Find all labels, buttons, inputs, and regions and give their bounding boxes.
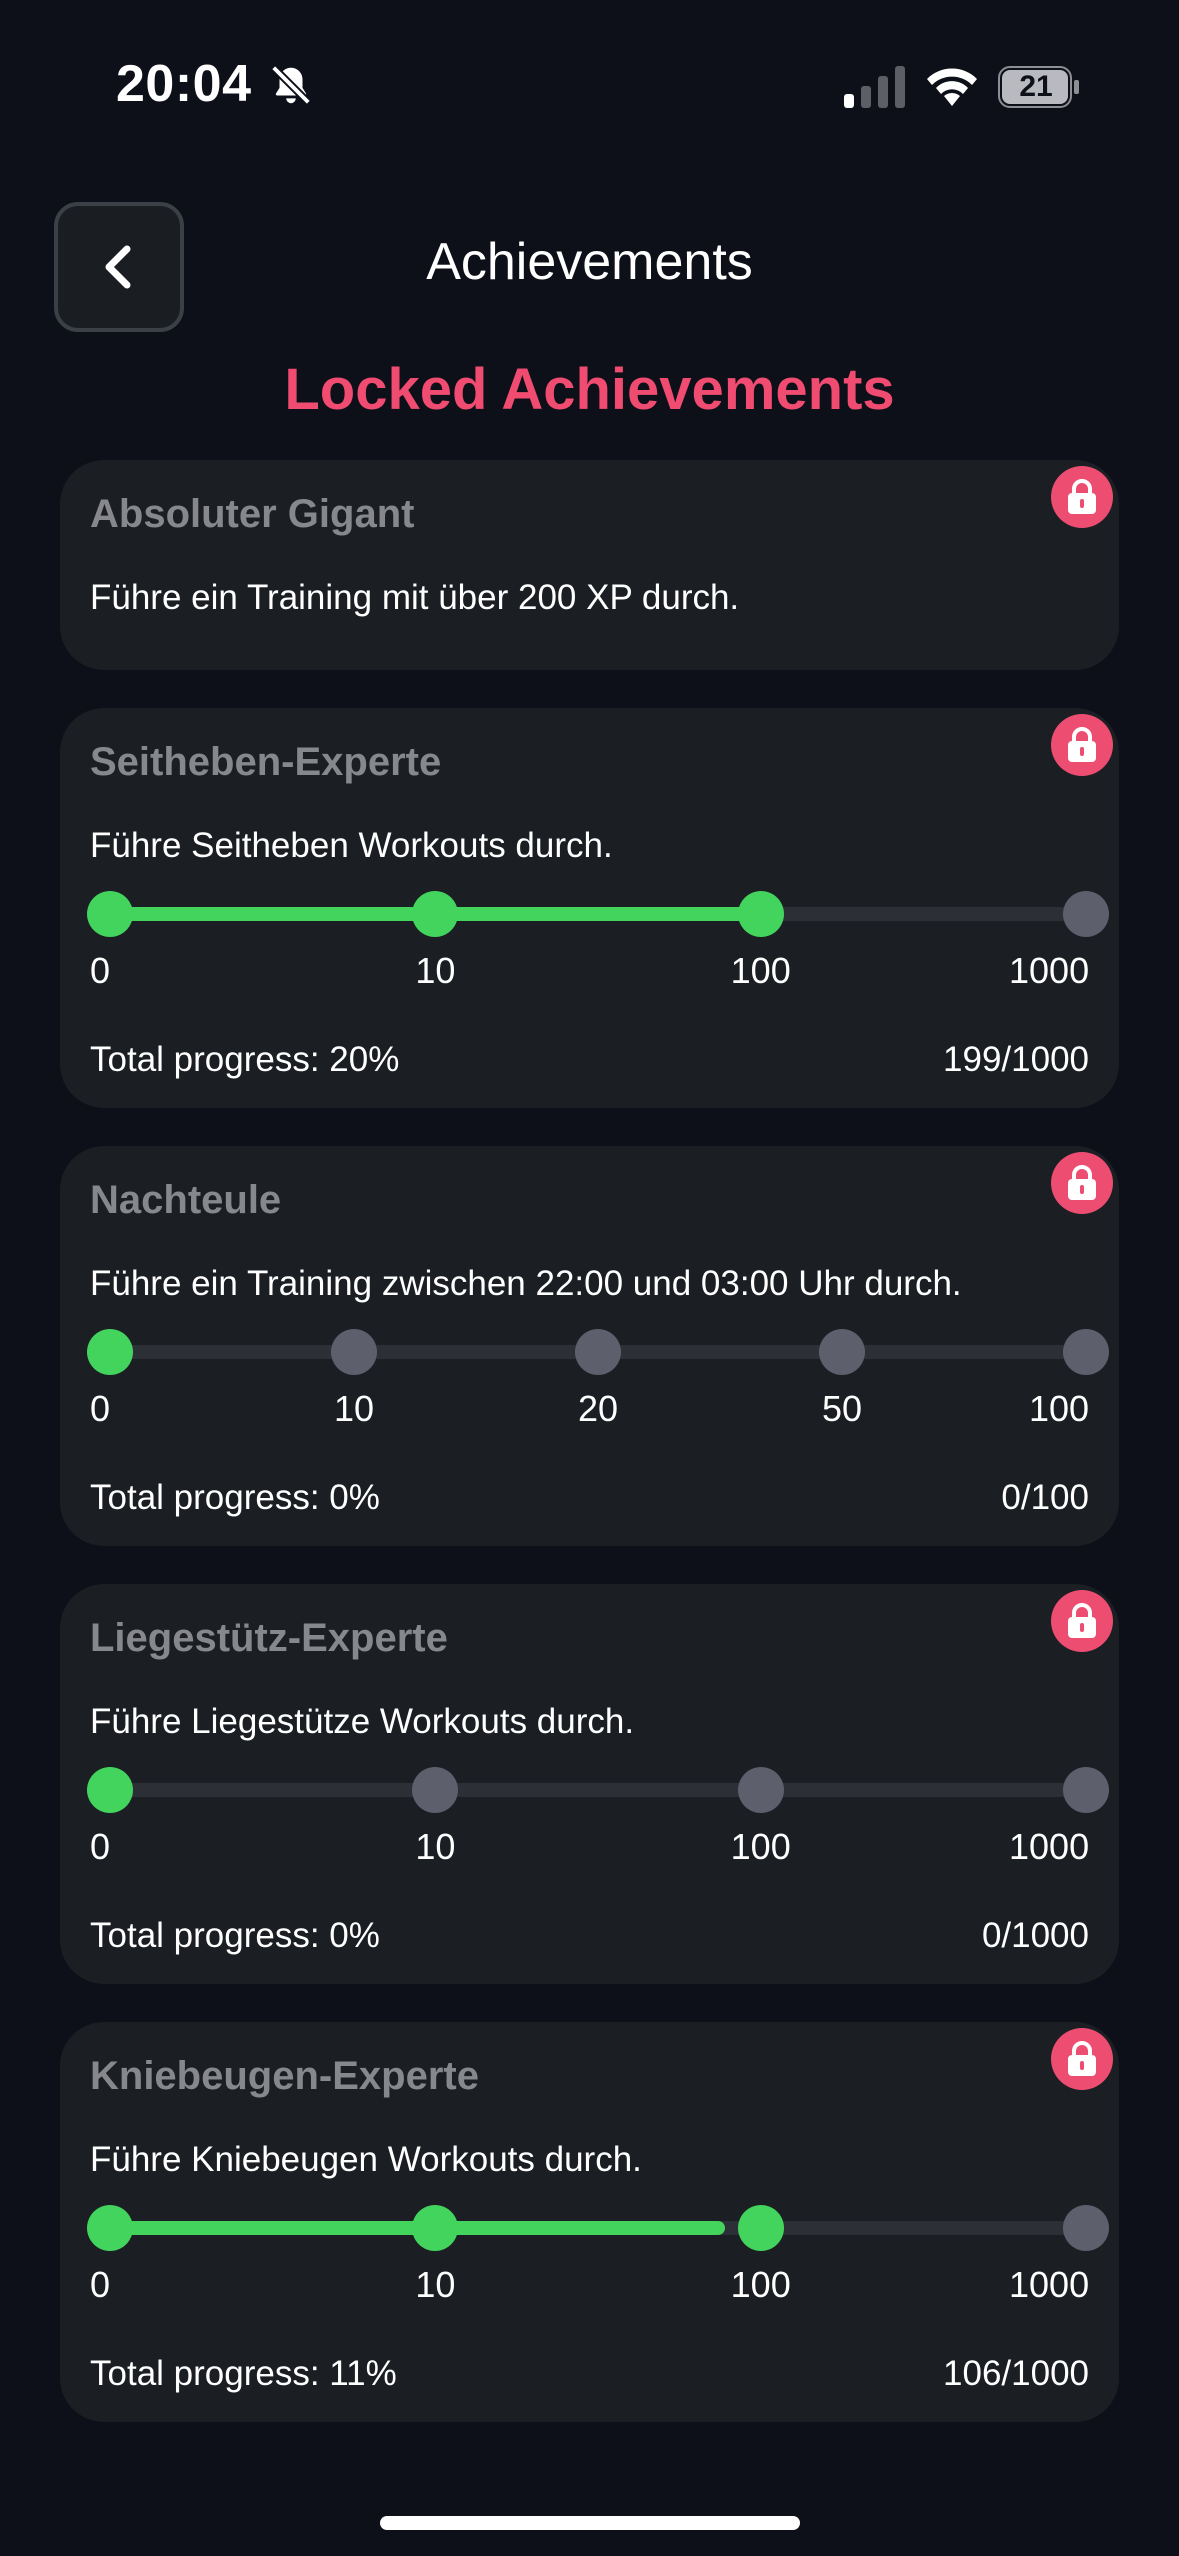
- progress-count: 0/100: [1001, 1478, 1089, 1517]
- section-title: Locked Achievements: [284, 357, 895, 422]
- achievement-card[interactable]: Nachteule Führe ein Training zwischen 22…: [60, 1146, 1119, 1546]
- milestone-label: 1000: [1009, 950, 1090, 991]
- milestone-label: 1000: [1009, 1826, 1090, 1867]
- achievement-title: Seitheben-Experte: [90, 740, 442, 784]
- page-title: Achievements: [426, 233, 753, 291]
- achievement-title: Nachteule: [90, 1178, 282, 1222]
- milestone-label: 100: [1029, 1388, 1090, 1429]
- battery-level: 21: [1019, 70, 1053, 103]
- milestone-label: 10: [334, 1388, 375, 1429]
- progress-count: 0/1000: [981, 1916, 1089, 1955]
- lock-icon: [1051, 466, 1113, 528]
- total-progress-label: Total progress: 0%: [90, 1916, 380, 1955]
- milestone-dot: [87, 891, 133, 937]
- wifi-icon: [927, 68, 977, 106]
- milestone-dot: [1063, 1767, 1109, 1813]
- milestone-dot: [737, 891, 784, 937]
- lock-icon: [1051, 714, 1113, 776]
- progress-count: 199/1000: [943, 1040, 1089, 1079]
- milestone-label: 0: [90, 1388, 111, 1429]
- achievement-card[interactable]: Absoluter Gigant Führe ein Training mit …: [60, 460, 1119, 670]
- status-bar: 20:04 21: [0, 0, 1179, 175]
- bell-slash-icon: [271, 65, 311, 105]
- milestone-label: 50: [822, 1388, 863, 1429]
- achievement-title: Absoluter Gigant: [90, 492, 415, 536]
- lock-icon: [1051, 2028, 1113, 2090]
- milestone-label: 10: [415, 2264, 456, 2305]
- achievement-description: Führe Kniebeugen Workouts durch.: [90, 2140, 642, 2179]
- achievement-title: Liegestütz-Experte: [90, 1616, 448, 1660]
- cellular-signal-icon: [844, 66, 905, 108]
- achievement-description: Führe ein Training zwischen 22:00 und 03…: [90, 1264, 962, 1303]
- progress-track: [110, 1783, 1086, 1797]
- lock-icon: [1051, 1590, 1113, 1652]
- achievement-description: Führe ein Training mit über 200 XP durch…: [90, 578, 740, 617]
- milestone-dot: [87, 1329, 133, 1375]
- progress-count: 106/1000: [943, 2354, 1089, 2393]
- milestone-label: 1000: [1009, 2264, 1090, 2305]
- milestone-label: 100: [730, 1826, 791, 1867]
- milestone-label: 10: [415, 950, 456, 991]
- milestone-label: 0: [90, 1826, 111, 1867]
- milestone-dot: [1063, 1329, 1109, 1375]
- achievement-description: Führe Liegestütze Workouts durch.: [90, 1702, 635, 1741]
- chevron-left-icon: [105, 245, 131, 289]
- milestone-label: 10: [415, 1826, 456, 1867]
- home-indicator: [380, 2516, 800, 2530]
- milestone-label: 100: [730, 2264, 791, 2305]
- milestone-dot: [737, 2205, 784, 2251]
- progress-track: [110, 907, 1086, 921]
- milestone-dot: [412, 2205, 459, 2251]
- milestone-dot: [575, 1329, 621, 1375]
- milestone-dot: [331, 1329, 377, 1375]
- total-progress-label: Total progress: 11%: [90, 2354, 397, 2393]
- total-progress-label: Total progress: 0%: [90, 1478, 380, 1517]
- milestone-dot: [819, 1329, 865, 1375]
- milestone-dot: [1063, 891, 1109, 937]
- milestone-label: 0: [90, 2264, 111, 2305]
- status-time: 20:04: [116, 55, 252, 113]
- total-progress-label: Total progress: 20%: [90, 1040, 400, 1079]
- milestone-dot: [87, 2205, 133, 2251]
- achievement-card[interactable]: Kniebeugen-Experte Führe Kniebeugen Work…: [60, 2022, 1119, 2422]
- lock-icon: [1051, 1152, 1113, 1214]
- milestone-dot: [1063, 2205, 1109, 2251]
- milestone-dot: [412, 1767, 459, 1813]
- achievement-description: Führe Seitheben Workouts durch.: [90, 826, 613, 865]
- achievement-card[interactable]: Liegestütz-Experte Führe Liegestütze Wor…: [60, 1584, 1119, 1984]
- progress-track: [110, 2221, 1086, 2235]
- milestone-label: 20: [578, 1388, 619, 1429]
- milestone-label: 0: [90, 950, 111, 991]
- milestone-dot: [412, 891, 459, 937]
- milestone-dot: [87, 1767, 133, 1813]
- milestone-label: 100: [730, 950, 791, 991]
- battery-icon: [998, 66, 1079, 108]
- back-button[interactable]: [54, 202, 184, 332]
- achievement-title: Kniebeugen-Experte: [90, 2054, 479, 2098]
- achievement-card[interactable]: Seitheben-Experte Führe Seitheben Workou…: [60, 708, 1119, 1108]
- milestone-dot: [737, 1767, 784, 1813]
